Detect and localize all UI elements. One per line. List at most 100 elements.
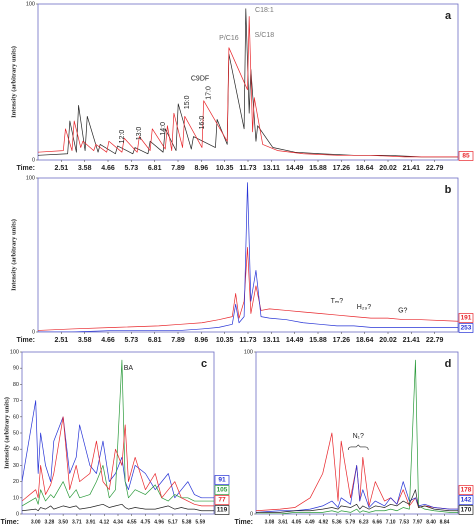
x-tick-label: 18.64 <box>356 165 374 172</box>
x-tick-label: 3.71 <box>72 519 82 525</box>
legend-label: 105 <box>217 487 228 494</box>
x-tick-label: 3.58 <box>78 337 92 344</box>
legend-box <box>214 485 230 495</box>
x-tick-label: 4.75 <box>141 519 151 525</box>
annotation: 15:0 <box>184 95 191 109</box>
x-tick-label: 20.02 <box>379 337 397 344</box>
annotation: 14:0 <box>160 122 167 136</box>
x-tick-label: 3.00 <box>31 519 41 525</box>
y-tick-label: 0 <box>32 157 35 163</box>
x-tick-label: 5.17 <box>168 519 178 525</box>
legend-label: 91 <box>218 477 226 484</box>
annotation: 13:0 <box>136 127 143 141</box>
y-tick-label: 0 <box>32 329 35 335</box>
annotation: C18:1 <box>255 7 274 14</box>
x-tick-label: 14.49 <box>286 165 304 172</box>
y-tick-label: 100 <box>10 349 19 355</box>
legend-label: 142 <box>461 497 472 504</box>
x-tick-label: 7.89 <box>171 165 185 172</box>
x-tick-label: 4.66 <box>101 165 115 172</box>
x-tick-label: 17.26 <box>333 337 351 344</box>
trace <box>22 416 214 507</box>
y-tick-label: 40 <box>13 447 19 453</box>
x-tick-label: 8.96 <box>195 165 209 172</box>
legend-box <box>458 313 474 323</box>
y-axis-label: Intensity (arbitrary units) <box>10 219 17 291</box>
x-tick-label: 2.51 <box>55 337 69 344</box>
y-tick-label: 30 <box>13 463 19 469</box>
x-tick-label: 21.41 <box>403 337 421 344</box>
traces <box>22 359 214 512</box>
trace <box>22 503 214 512</box>
panel: 0 100 Time: 3.08 3.61 4.05 4.49 4.92 5.36 5.79 6.2… <box>234 349 474 526</box>
trace <box>38 182 458 332</box>
x-tick-label: 7.53 <box>399 519 409 525</box>
x-tick-label: 4.34 <box>113 519 123 525</box>
trace <box>38 246 458 331</box>
traces <box>256 359 458 514</box>
x-tick-label: 14.49 <box>286 337 304 344</box>
x-tick-label: 8.40 <box>426 519 436 525</box>
y-tick-label: 20 <box>13 479 19 485</box>
annotation: 17:0 <box>206 86 213 100</box>
y-tick-label: 90 <box>13 366 19 372</box>
time-label: Time: <box>234 519 253 526</box>
x-tick-label: 22.79 <box>426 165 444 172</box>
trace <box>22 400 214 499</box>
x-tick-label: 7.89 <box>171 337 185 344</box>
time-label: Time: <box>16 165 35 172</box>
time-label: Time: <box>0 519 19 526</box>
panel: 0 10 20 30 40 50 60 70 80 90 100 Time: 3.00 3.28 3.50 3… <box>0 349 230 526</box>
x-tick-label: 7.97 <box>413 519 423 525</box>
trace <box>38 16 458 158</box>
legend-label: 77 <box>218 497 226 504</box>
annotation: P/C16 <box>219 35 239 42</box>
x-tick-label: 4.49 <box>305 519 315 525</box>
y-tick-label: 100 <box>244 349 253 355</box>
legend-box <box>458 495 474 505</box>
legend-box <box>214 505 230 515</box>
x-tick-label: 11.73 <box>239 337 256 344</box>
x-tick-label: 10.35 <box>216 337 234 344</box>
x-tick-label: 3.58 <box>78 165 92 172</box>
x-tick-label: 8.96 <box>195 337 209 344</box>
x-tick-label: 15.88 <box>309 165 327 172</box>
legend-label: 178 <box>461 487 472 494</box>
y-tick-label: 0 <box>16 511 19 517</box>
x-tick-label: 4.55 <box>127 519 137 525</box>
annotation: BA <box>124 365 134 372</box>
annotation: H₂₉? <box>357 304 372 311</box>
y-tick-label: 10 <box>13 495 19 501</box>
panel: 0 100 Time: 2.51 3.58 4.66 5.73 6.81 7.89 8.96 10.… <box>10 175 474 344</box>
legend-label: 191 <box>461 315 472 322</box>
x-tick-label: 3.08 <box>265 519 275 525</box>
x-tick-label: 6.81 <box>148 165 162 172</box>
x-tick-label: 20.02 <box>379 165 397 172</box>
panel-label: b <box>445 184 452 196</box>
legend-label: 119 <box>217 507 228 514</box>
x-tick-label: 5.59 <box>195 519 205 525</box>
trace <box>22 359 214 507</box>
x-tick-label: 4.92 <box>318 519 328 525</box>
legend-box <box>458 485 474 495</box>
legend-box <box>458 151 474 161</box>
legend-box <box>458 323 474 333</box>
y-tick-label: 80 <box>13 382 19 388</box>
annotation: C9DF <box>191 76 209 83</box>
legend-label: 170 <box>461 507 472 514</box>
x-tick-label: 5.36 <box>332 519 342 525</box>
legend-box <box>458 505 474 515</box>
x-tick-label: 4.66 <box>101 337 115 344</box>
panel-label: a <box>445 10 452 22</box>
x-tick-label: 4.05 <box>292 519 302 525</box>
legend-box <box>214 475 230 485</box>
x-tick-label: 6.81 <box>148 337 162 344</box>
x-tick-label: 4.12 <box>99 519 109 525</box>
x-tick-label: 3.28 <box>45 519 55 525</box>
panel-label: d <box>445 358 452 370</box>
brace <box>347 444 369 450</box>
x-tick-label: 11.73 <box>239 165 256 172</box>
annotation: 12:0 <box>119 130 126 144</box>
annotation: 16:0 <box>199 116 206 130</box>
